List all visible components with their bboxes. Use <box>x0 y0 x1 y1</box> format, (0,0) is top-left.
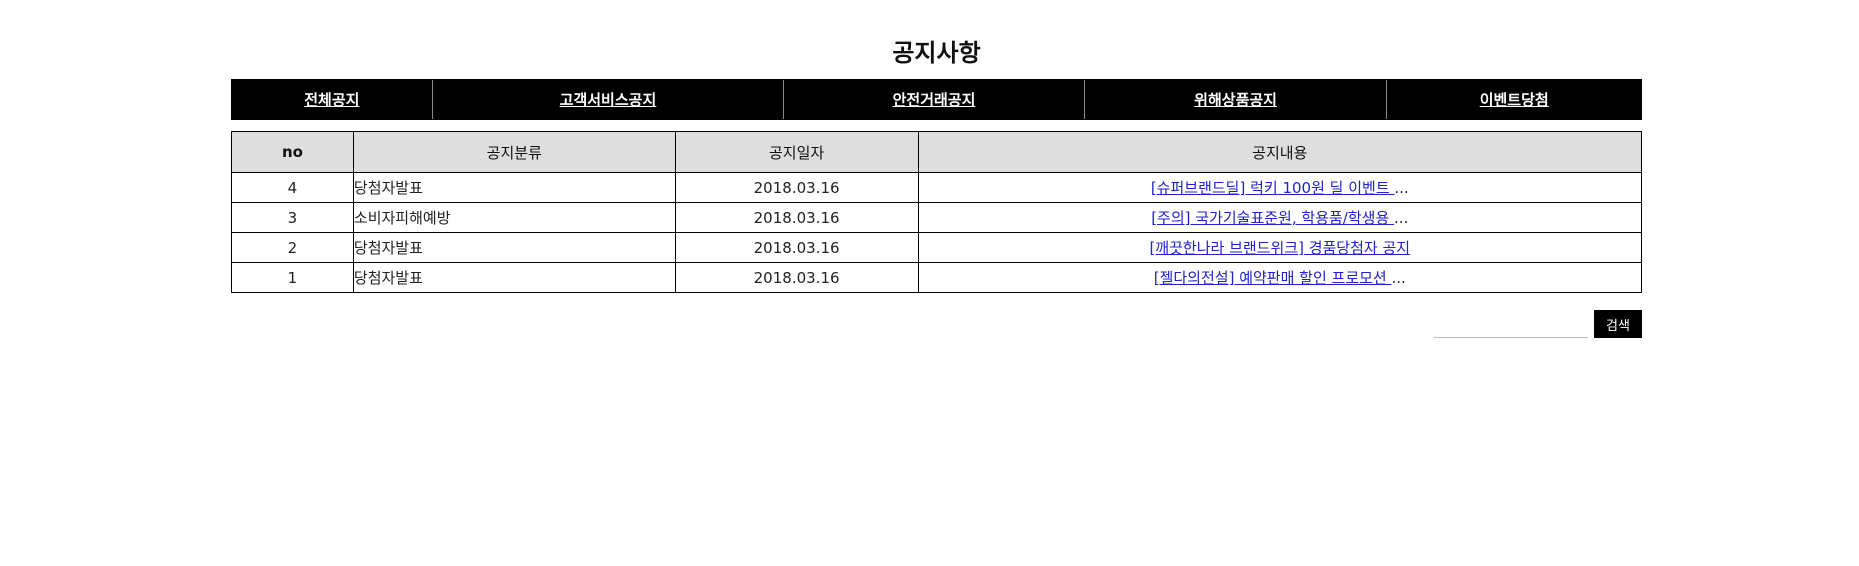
row-content-cell: [깨끗한나라 브랜드위크] 경품당첨자 공지 <box>917 232 1643 263</box>
row-date: 2018.03.16 <box>674 232 919 263</box>
ellipsis: ... <box>1394 209 1409 227</box>
table-row: 2 당첨자발표 2018.03.16 [깨끗한나라 브랜드위크] 경품당첨자 공… <box>231 232 1643 263</box>
ellipsis: ... <box>1391 269 1406 287</box>
table-row: 4 당첨자발표 2018.03.16 [슈퍼브랜드딜] 럭키 100원 딜 이벤… <box>231 172 1643 203</box>
notice-link[interactable]: [슈퍼브랜드딜] 럭키 100원 딜 이벤트 <box>1150 179 1395 197</box>
header-content: 공지내용 <box>917 131 1643 173</box>
category-tab-all[interactable]: 전체공지 <box>232 80 433 119</box>
category-tab-safe-trade[interactable]: 안전거래공지 <box>784 80 1085 119</box>
notice-link[interactable]: [젤다의전설] 예약판매 할인 프로모션 <box>1153 269 1392 287</box>
header-category: 공지분류 <box>352 131 676 173</box>
table-header-row: no 공지분류 공지일자 공지내용 <box>231 131 1643 173</box>
search-input[interactable] <box>1434 309 1588 338</box>
page-title: 공지사항 <box>892 39 981 67</box>
row-date: 2018.03.16 <box>674 202 919 233</box>
row-content-cell: [주의] 국가기술표준원, 학용품/학생용 ... <box>917 202 1643 233</box>
ellipsis: ... <box>1394 179 1409 197</box>
row-category: 당첨자발표 <box>352 232 676 263</box>
row-date: 2018.03.16 <box>674 262 919 293</box>
row-date: 2018.03.16 <box>674 172 919 203</box>
category-tab-event-winners[interactable]: 이벤트당첨 <box>1479 91 1549 109</box>
table-row: 1 당첨자발표 2018.03.16 [젤다의전설] 예약판매 할인 프로모션 … <box>231 262 1643 293</box>
row-no: 1 <box>231 262 354 293</box>
row-no: 2 <box>231 232 354 263</box>
row-content-cell: [젤다의전설] 예약판매 할인 프로모션 ... <box>917 262 1643 293</box>
notice-table: no 공지분류 공지일자 공지내용 4 당첨자발표 2018.03.16 [슈퍼… <box>231 131 1643 293</box>
category-tab-customer-service[interactable]: 고객서비스공지 <box>433 80 785 119</box>
notice-link[interactable]: [주의] 국가기술표준원, 학용품/학생용 <box>1151 209 1395 227</box>
category-tab-hazardous-products[interactable]: 위해상품공지 <box>1085 80 1388 119</box>
row-category: 소비자피해예방 <box>352 202 676 233</box>
header-no: no <box>231 131 354 173</box>
category-nav: 전체공지 고객서비스공지 안전거래공지 위해상품공지 이벤트당첨 <box>231 79 1642 120</box>
row-no: 4 <box>231 172 354 203</box>
row-no: 3 <box>231 202 354 233</box>
search-button[interactable]: 검색 <box>1594 310 1642 338</box>
search-area: 검색 <box>1434 309 1642 338</box>
table-row: 3 소비자피해예방 2018.03.16 [주의] 국가기술표준원, 학용품/학… <box>231 202 1643 233</box>
row-content-cell: [슈퍼브랜드딜] 럭키 100원 딜 이벤트 ... <box>917 172 1643 203</box>
notice-link[interactable]: [깨끗한나라 브랜드위크] 경품당첨자 공지 <box>1149 239 1411 257</box>
header-date: 공지일자 <box>674 131 919 173</box>
row-category: 당첨자발표 <box>352 172 676 203</box>
row-category: 당첨자발표 <box>352 262 676 293</box>
